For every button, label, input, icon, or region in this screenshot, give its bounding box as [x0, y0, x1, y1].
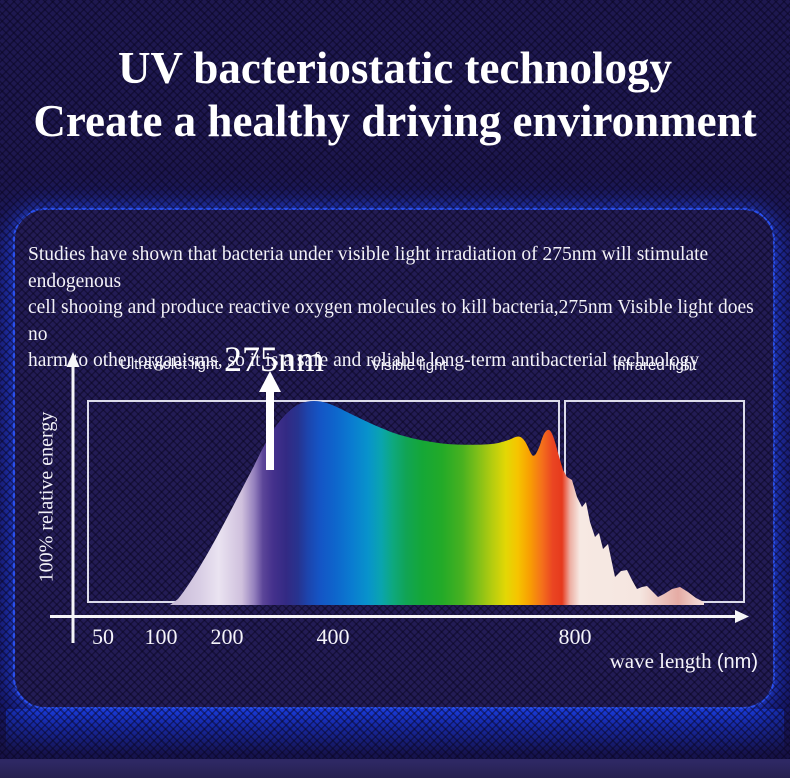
- intro-line: cell shooing and produce reactive oxygen…: [28, 297, 754, 345]
- x-tick-200: 200: [210, 624, 244, 649]
- x-axis-unit: (nm): [716, 651, 758, 673]
- title-line-1: UV bacteriostatic technology: [117, 43, 673, 93]
- panel-bottom-glow: [6, 709, 784, 761]
- intro-paragraph: Studies have shown that bacteria under v…: [28, 242, 768, 375]
- x-axis-label-text: wave length: [609, 649, 717, 673]
- y-axis-arrowhead: [66, 352, 80, 367]
- visible-region-label: Visible light: [371, 357, 447, 374]
- x-axis-arrowhead: [735, 610, 749, 623]
- intro-line: Studies have shown that bacteria under v…: [28, 244, 709, 292]
- y-axis-label: 100% relative energy: [35, 411, 58, 583]
- x-axis-title: wave length (nm): [610, 649, 758, 674]
- intro-line: harm to other organisms, so it is a safe…: [28, 350, 700, 371]
- x-tick-100: 100: [144, 624, 178, 649]
- annotation-275nm-label: 275nm: [223, 339, 325, 379]
- bottom-strip: [0, 759, 790, 778]
- x-tick-400: 400: [316, 624, 350, 649]
- infrared-region-label: Infrared light: [613, 357, 697, 374]
- page-title: UV bacteriostatic technology Create a he…: [0, 42, 790, 148]
- x-tick-50: 50: [92, 624, 114, 649]
- annotation-arrow-275nm: [259, 371, 281, 470]
- ultraviolet-region-label: Ultraviolet light: [120, 356, 219, 373]
- x-tick-800: 800: [558, 624, 592, 649]
- title-line-2: Create a healthy driving environment: [33, 96, 757, 146]
- spectrum-curve: [170, 401, 704, 605]
